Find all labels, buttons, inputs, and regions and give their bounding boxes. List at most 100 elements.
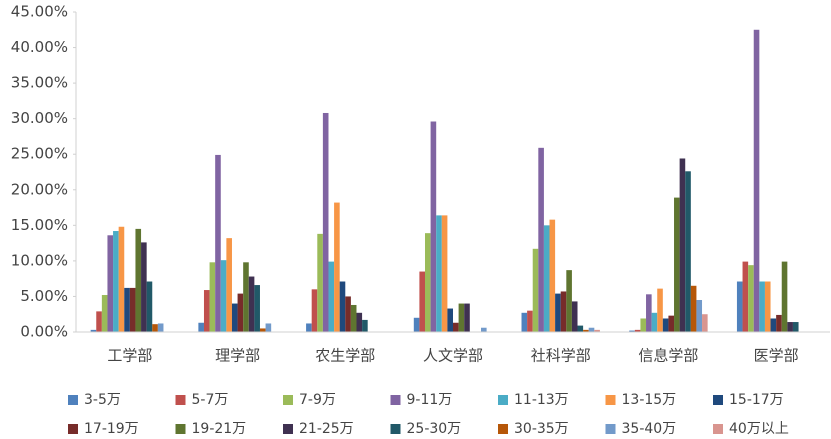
bar xyxy=(634,329,641,332)
bar xyxy=(328,261,335,332)
legend-swatch xyxy=(390,424,401,434)
bar xyxy=(555,293,561,332)
y-tick-label: 0.00% xyxy=(20,323,68,341)
legend-label: 35-40万 xyxy=(622,421,677,437)
bar xyxy=(792,322,799,332)
bar xyxy=(588,327,595,332)
bar xyxy=(96,311,102,332)
bar xyxy=(781,261,788,332)
bar xyxy=(651,312,658,332)
bar xyxy=(413,317,420,332)
bar xyxy=(458,303,465,332)
legend-label: 25-30万 xyxy=(407,421,462,437)
legend-label: 17-19万 xyxy=(84,421,139,437)
y-tick-label: 25.00% xyxy=(11,145,68,163)
bar xyxy=(532,248,539,332)
bar xyxy=(583,329,589,332)
bar xyxy=(577,325,584,332)
x-tick-label: 信息学部 xyxy=(638,347,698,365)
bar xyxy=(101,295,108,332)
bar xyxy=(90,329,97,332)
legend-swatch xyxy=(605,395,616,405)
bar xyxy=(748,265,754,332)
bar xyxy=(538,147,544,332)
bar xyxy=(129,287,136,332)
bar xyxy=(543,225,550,332)
x-tick-label: 工学部 xyxy=(107,347,152,365)
x-tick-label: 医学部 xyxy=(754,347,799,365)
bar xyxy=(311,289,318,332)
bar xyxy=(685,171,691,332)
bar xyxy=(231,303,238,332)
bar xyxy=(764,281,771,332)
bar xyxy=(198,322,204,332)
bar xyxy=(209,262,216,332)
legend-swatch xyxy=(283,424,293,434)
legend-label: 11-13万 xyxy=(514,392,569,408)
bar xyxy=(453,322,459,332)
bar xyxy=(259,328,266,332)
legend-label: 5-7万 xyxy=(192,392,229,408)
legend-label: 7-9万 xyxy=(299,392,336,408)
bar xyxy=(594,329,600,332)
bar xyxy=(248,276,255,332)
bar xyxy=(334,202,340,332)
bar xyxy=(135,228,142,332)
bar xyxy=(237,293,244,332)
bar xyxy=(350,304,357,332)
y-tick-label: 20.00% xyxy=(11,180,68,198)
legend-swatch xyxy=(498,424,508,434)
bar xyxy=(141,242,147,332)
bar xyxy=(430,121,437,332)
bar xyxy=(753,29,760,333)
bar xyxy=(317,233,323,332)
bar xyxy=(662,318,669,332)
bar xyxy=(679,158,686,332)
y-tick-label: 40.00% xyxy=(11,38,68,56)
bar xyxy=(146,281,153,332)
legend-swatch xyxy=(283,395,293,405)
bar xyxy=(362,319,368,332)
bar xyxy=(759,281,765,332)
y-tick-label: 35.00% xyxy=(11,74,68,92)
bar xyxy=(464,303,470,332)
bar xyxy=(356,312,363,332)
legend-label: 30-35万 xyxy=(514,421,569,437)
x-tick-label: 农生学部 xyxy=(315,347,375,365)
legend-swatch xyxy=(68,395,78,405)
legend-swatch xyxy=(175,395,186,405)
legend-swatch xyxy=(713,395,723,405)
legend-label: 21-25万 xyxy=(299,421,354,437)
bar xyxy=(425,233,431,332)
legend-label: 40万以上 xyxy=(729,421,789,437)
bar xyxy=(776,314,782,332)
bar xyxy=(322,112,329,332)
bar xyxy=(226,238,232,332)
x-tick-label: 人文学部 xyxy=(423,347,483,365)
bar xyxy=(118,226,125,332)
legend-swatch xyxy=(68,424,78,434)
bar xyxy=(571,301,578,332)
bar xyxy=(646,294,652,332)
legend-label: 9-11万 xyxy=(407,392,453,408)
bar xyxy=(629,330,635,332)
bar xyxy=(668,315,675,332)
bar xyxy=(696,300,703,332)
bar xyxy=(521,312,528,332)
bar xyxy=(441,215,448,332)
legend-label: 3-5万 xyxy=(84,392,121,408)
y-tick-label: 5.00% xyxy=(20,287,68,305)
bar xyxy=(481,327,487,332)
bar xyxy=(702,314,708,332)
bar xyxy=(674,197,680,332)
legend-label: 15-17万 xyxy=(729,392,784,408)
legend-label: 19-21万 xyxy=(192,421,247,437)
bar xyxy=(265,323,272,332)
bar xyxy=(254,285,260,332)
x-tick-label: 理学部 xyxy=(215,347,260,365)
bar xyxy=(419,271,425,332)
bar xyxy=(306,323,312,332)
bar xyxy=(345,296,351,332)
bar xyxy=(566,270,572,332)
bar xyxy=(447,308,453,332)
